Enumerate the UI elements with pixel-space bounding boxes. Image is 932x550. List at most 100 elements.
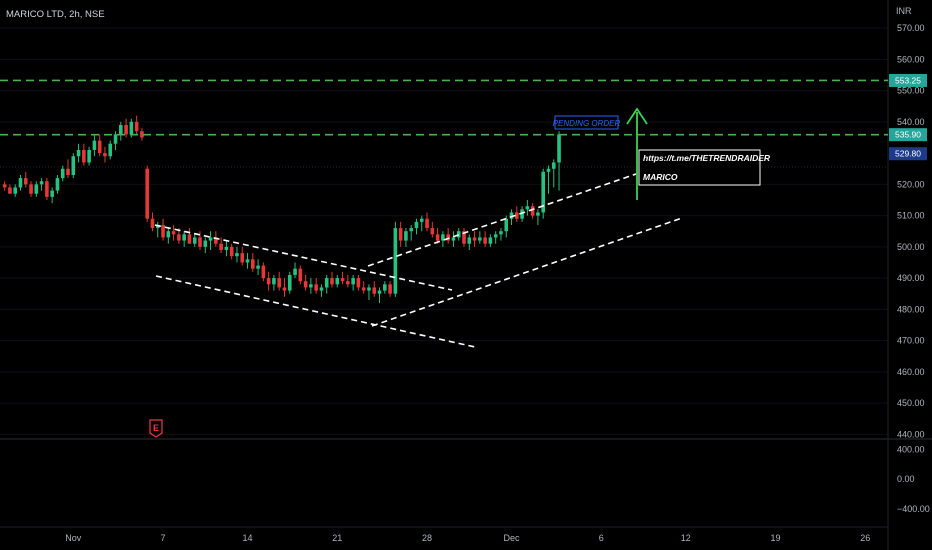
earnings-label: E [153,423,159,433]
target-price-tag: 553.25 [889,73,927,87]
candle-body [113,134,118,144]
note-link-text: https://t.me/THETRENDRAIDER [643,153,771,163]
candle-body [488,237,493,244]
candle-body [287,274,292,291]
price-tick-label: 560.00 [897,54,925,64]
price-tick-label: 440.00 [897,429,925,439]
price-tick-label: 520.00 [897,179,925,189]
candle-body [483,237,487,244]
currency-label[interactable]: INR [896,6,912,16]
candle-body [219,243,223,250]
candle-body [478,237,482,241]
last-tag-bg [889,147,927,161]
candle-body [446,234,450,241]
candle-body [462,231,466,244]
candle-body [214,237,218,244]
candle-body [356,278,361,288]
time-label: 26 [860,533,870,543]
price-tick-label: 570.00 [897,23,925,33]
pattern-trendlines[interactable] [154,173,683,348]
candle-body [398,228,403,241]
candle-body [92,140,97,150]
candle-body [541,171,545,213]
candle-body [82,149,86,163]
falling-channel-upper-line [154,224,453,291]
candle-body [456,231,461,238]
last-price-tag: 529.80 [889,147,927,161]
candle-body [240,253,245,263]
price-tick-label: 540.00 [897,117,925,127]
candle-body [467,237,472,244]
candle-body [66,168,70,175]
candle-body [430,228,435,235]
candle-body [161,224,165,238]
candle-body [182,234,186,241]
indicator-tick-label: 0.00 [897,474,915,484]
candle-body [414,221,419,229]
candle-body [425,218,429,229]
candle-body [361,287,366,291]
candlestick-series[interactable] [2,115,561,304]
candle-body [203,240,208,247]
candle-body [383,284,387,291]
pending-order-label[interactable]: PENDING ORDER [553,115,621,130]
candle-body [335,278,340,285]
candle-body [266,278,271,285]
price-tick-label: 480.00 [897,304,925,314]
candle-body [229,246,234,257]
candle-body [103,153,107,157]
candle-body [245,259,250,263]
indicator-tick-label: −400.00 [897,504,930,514]
candle-body [198,237,202,247]
candle-body [119,124,123,135]
earnings-marker[interactable]: E [149,419,163,438]
candle-body [8,187,12,194]
target-tag-bg [889,73,927,87]
time-label: 28 [422,533,432,543]
candle-body [39,181,44,185]
candle-body [71,156,76,175]
time-axis-labels[interactable]: Nov 7 14 21 28 Dec 6 12 19 26 [65,533,870,543]
entry-tag-text: 535.90 [895,130,921,140]
candle-body [187,234,192,244]
candle-body [124,124,128,135]
candle-body [23,178,28,185]
candle-body [55,178,60,191]
price-axis-ticks[interactable]: 570.00 560.00 550.00 540.00 520.00 510.00 500.… [897,23,925,439]
candle-body [177,234,181,241]
price-tick-label: 490.00 [897,273,925,283]
candle-body [277,278,281,288]
time-label: 19 [771,533,781,543]
rising-channel-upper-line [367,173,637,267]
candle-body [530,206,535,216]
candle-body [282,287,287,291]
candle-body [515,212,519,219]
candle-body [208,237,213,241]
entry-tag-bg [889,128,927,142]
candle-body [504,218,509,232]
candle-body [314,284,318,291]
candle-body [34,184,39,194]
indicator-axis-ticks[interactable]: 400.00 0.00 −400.00 [897,444,930,514]
breakout-arrow[interactable] [626,107,648,200]
candle-body [155,224,160,229]
note-symbol-text: MARICO [643,172,678,182]
candle-body [509,212,514,219]
time-label: Nov [65,533,82,543]
last-tag-text: 529.80 [895,149,921,159]
candle-body [472,237,477,241]
candle-body [97,140,102,154]
target-tag-text: 553.25 [895,75,921,85]
candle-body [435,234,440,241]
symbol-title[interactable]: MARICO LTD, 2h, NSE [6,9,105,20]
candle-body [520,209,524,219]
candle-body [272,278,276,285]
candle-body [404,231,408,241]
candle-body [192,237,197,244]
price-tick-label: 500.00 [897,242,925,252]
falling-channel-lower-line [155,275,476,348]
pending-order-text: PENDING ORDER [553,119,621,128]
time-label: Dec [504,533,521,543]
note-callout[interactable]: https://t.me/THETRENDRAIDER MARICO [638,149,771,186]
